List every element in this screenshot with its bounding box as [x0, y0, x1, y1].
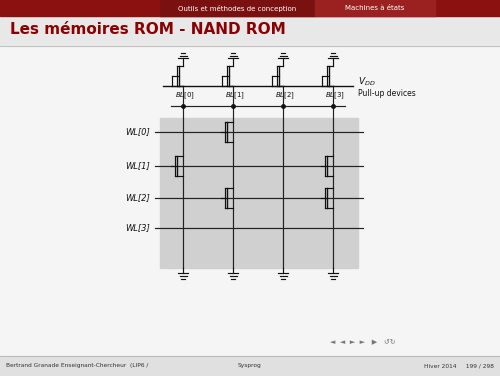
Text: Outils et méthodes de conception: Outils et méthodes de conception [178, 5, 296, 12]
Text: Machines à états: Machines à états [346, 5, 405, 11]
Text: WL[2]: WL[2] [125, 194, 150, 203]
Text: WL[3]: WL[3] [125, 223, 150, 232]
Bar [160, 0, 315, 16]
Bar [160, 118, 358, 268]
Text: $V_{DD}$: $V_{DD}$ [358, 76, 376, 88]
Text: WL[0]: WL[0] [125, 127, 150, 136]
Text: $\it{BL[1]}$: $\it{BL[1]}$ [225, 91, 245, 101]
Text: Pull-up devices: Pull-up devices [358, 88, 416, 97]
Bar [315, 0, 435, 16]
Bar [0, 0, 500, 16]
Text: Les mémoires ROM - NAND ROM: Les mémoires ROM - NAND ROM [10, 23, 286, 38]
Bar [0, 16, 500, 46]
Text: Bertrand Granade Enseignant-Chercheur  (LIP6 /: Bertrand Granade Enseignant-Chercheur (L… [6, 364, 148, 368]
Text: Sysprog: Sysprog [238, 364, 262, 368]
Text: Hiver 2014     199 / 298: Hiver 2014 199 / 298 [424, 364, 494, 368]
Text: $\it{BL[3]}$: $\it{BL[3]}$ [325, 91, 345, 101]
Text: ◄  ◄  ►  ►   ▶   ↺↻: ◄ ◄ ► ► ▶ ↺↻ [330, 339, 396, 345]
Text: $\it{BL[2]}$: $\it{BL[2]}$ [275, 91, 295, 101]
Bar [0, 356, 500, 376]
Text: WL[1]: WL[1] [125, 162, 150, 170]
Text: $\it{BL[0]}$: $\it{BL[0]}$ [175, 91, 195, 101]
